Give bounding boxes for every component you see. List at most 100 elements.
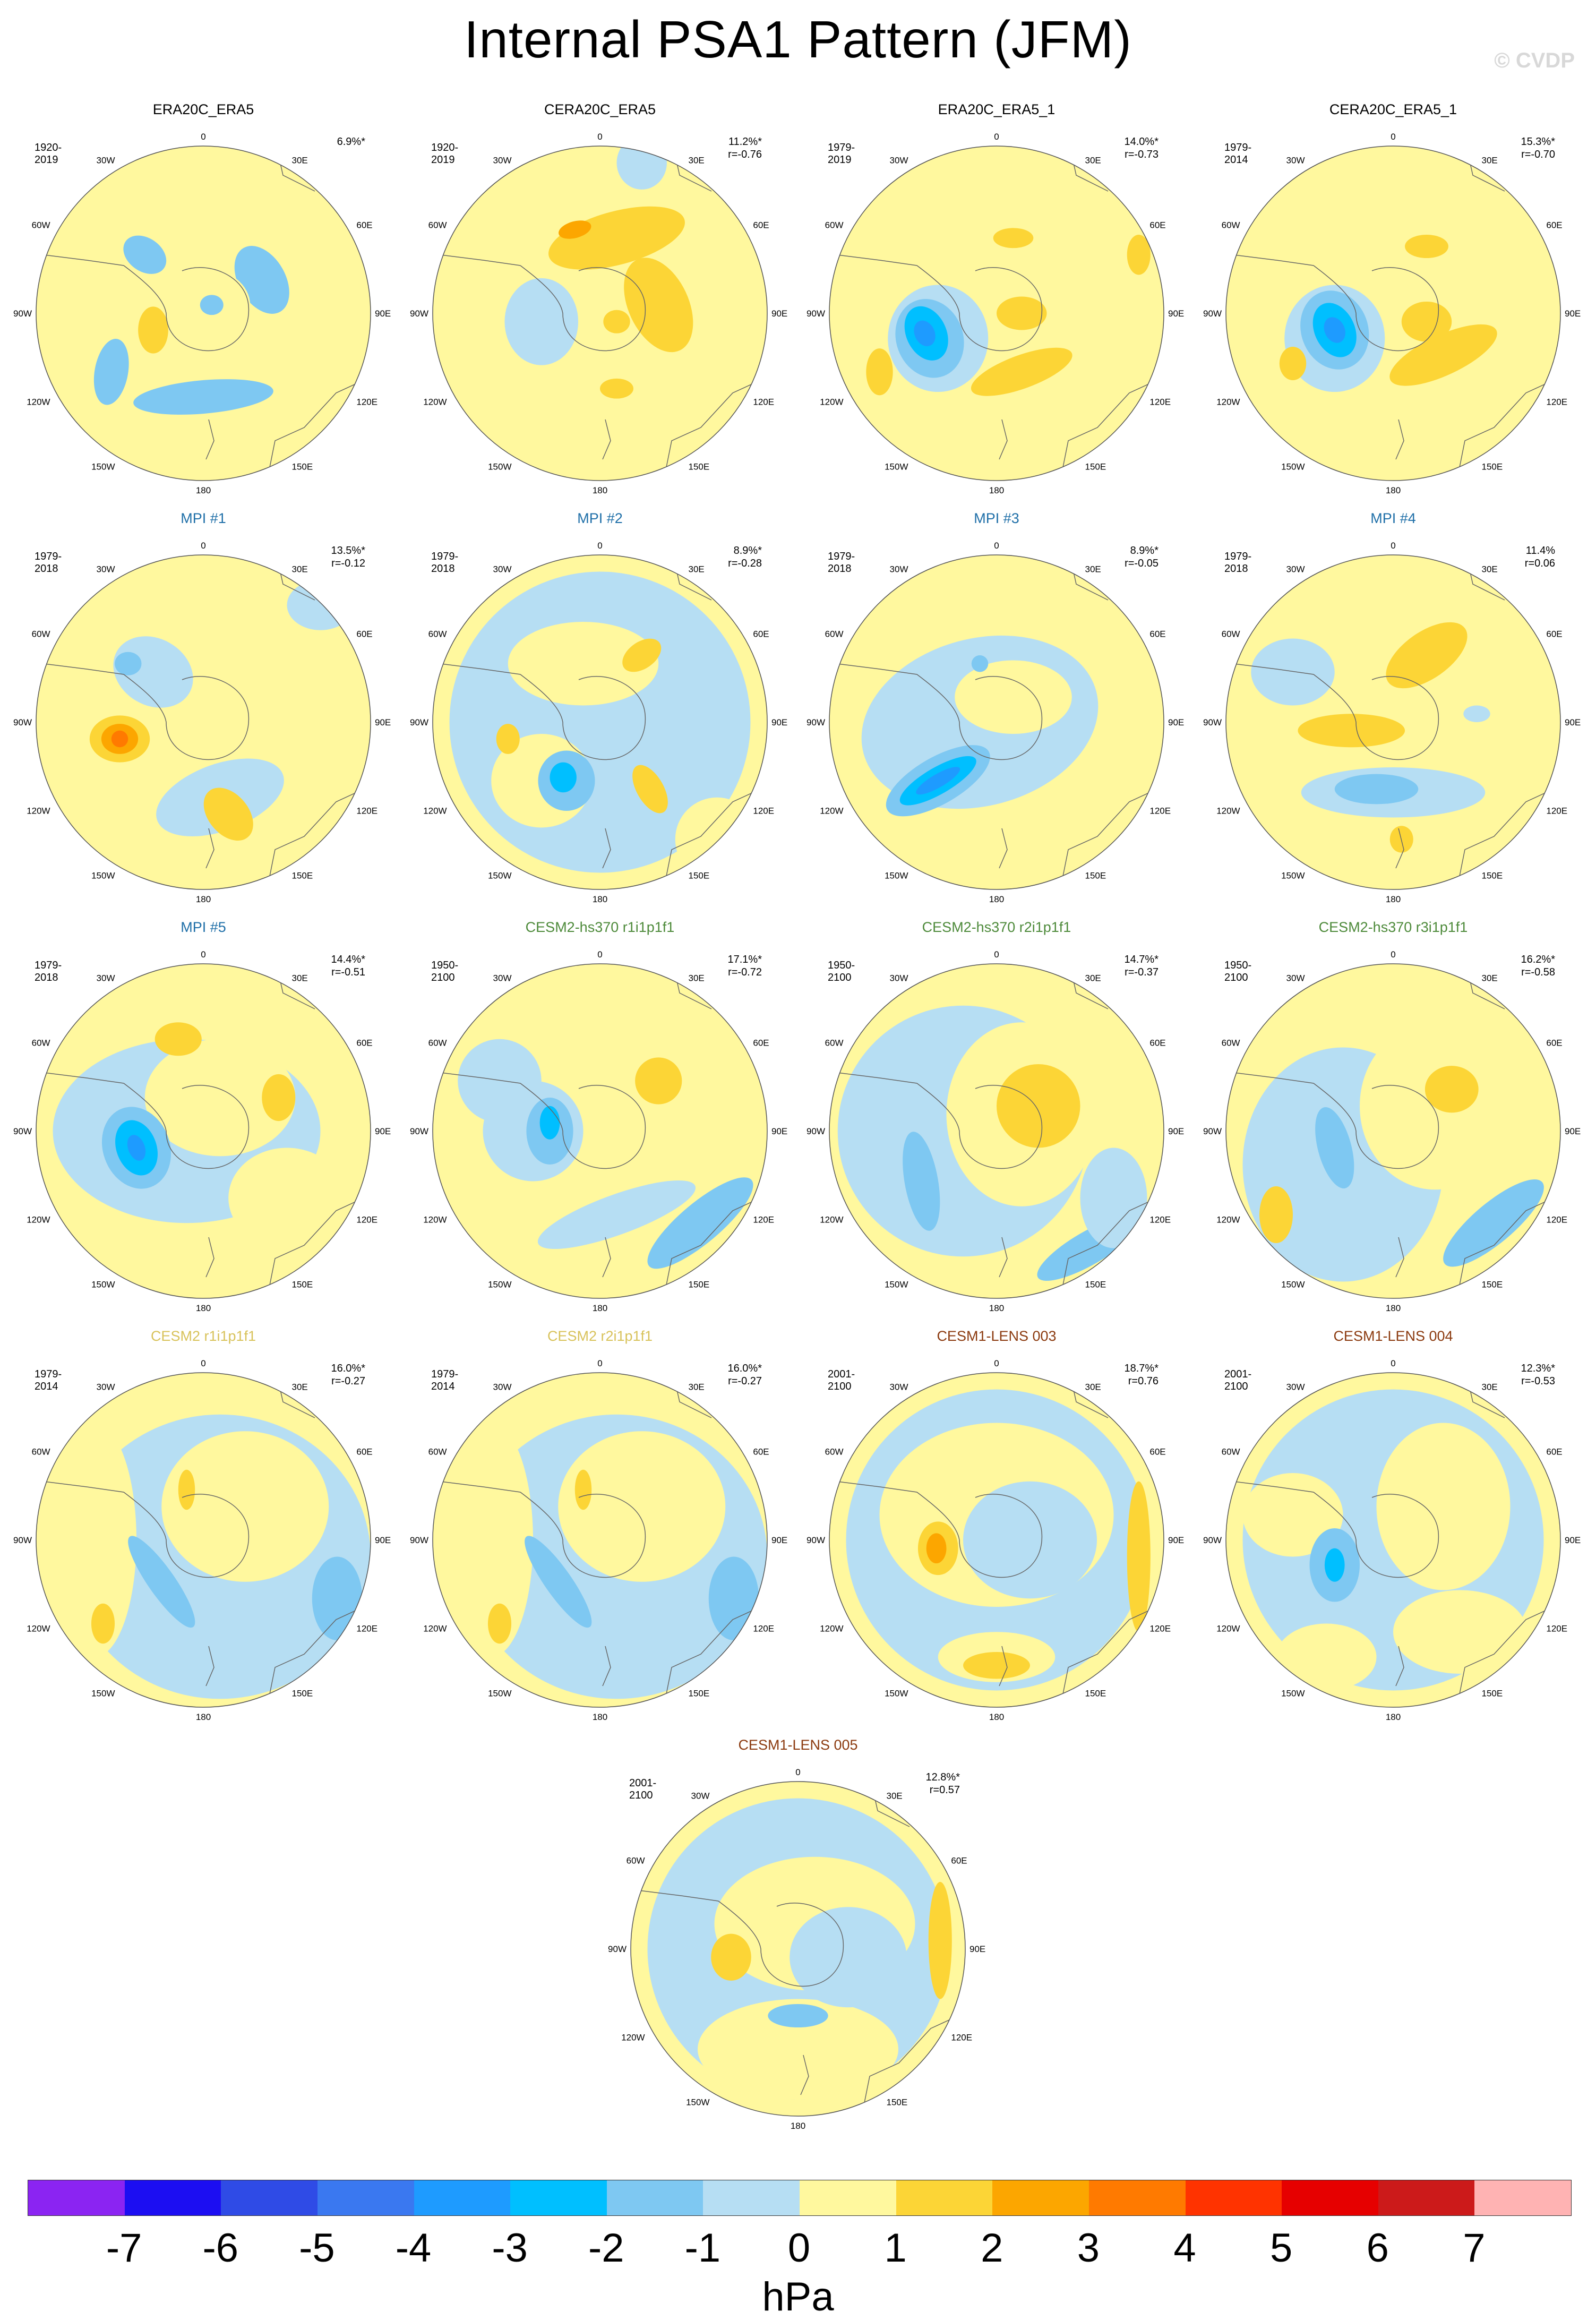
pattern-correlation: r=-0.12 xyxy=(331,558,365,569)
longitude-label: 30W xyxy=(1286,564,1305,575)
longitude-label: 180 xyxy=(196,485,211,495)
longitude-label: 60W xyxy=(825,220,844,230)
antarctica-coastline xyxy=(916,674,1043,760)
anomaly-contour xyxy=(138,306,168,354)
pattern-correlation: r=-0.37 xyxy=(1125,966,1159,978)
anomaly-contour xyxy=(635,1057,682,1105)
longitude-label: 150E xyxy=(1085,1279,1106,1289)
longitude-label: 90E xyxy=(771,717,787,727)
longitude-label: 150W xyxy=(488,1279,511,1289)
south-america-coastline xyxy=(1233,254,1314,266)
anomaly-contour xyxy=(930,213,1097,313)
longitude-label: 150E xyxy=(689,1279,710,1289)
map-background xyxy=(433,146,767,481)
longitude-label: 120E xyxy=(356,806,377,816)
australia-coastline xyxy=(1456,785,1560,889)
longitude-label: 90E xyxy=(1168,1535,1184,1545)
longitude-label: 60E xyxy=(1149,220,1165,230)
longitude-label: 60E xyxy=(951,1856,967,1866)
longitude-label: 120W xyxy=(423,1215,447,1225)
anomaly-contour xyxy=(144,1039,296,1157)
map-boundary xyxy=(1225,145,1561,481)
variance-percent: 15.3%* xyxy=(1521,136,1556,148)
anomaly-contour xyxy=(993,228,1034,249)
anomaly-contour xyxy=(504,278,579,365)
longitude-label: 90W xyxy=(410,1126,428,1136)
colorbar-cell xyxy=(992,2180,1089,2215)
longitude-label: 60E xyxy=(356,1038,372,1048)
pattern-correlation: r=-0.58 xyxy=(1521,966,1555,978)
longitude-label: 60W xyxy=(825,1447,844,1457)
map-boundary xyxy=(36,963,371,1299)
anomaly-contour xyxy=(866,348,893,396)
variance-percent: 6.9%* xyxy=(337,136,365,148)
colorbar-cell xyxy=(221,2180,318,2215)
pattern-correlation: r=-0.76 xyxy=(728,149,762,160)
antarctica-coastline xyxy=(718,1900,844,1987)
longitude-label: 120W xyxy=(1216,1624,1240,1634)
longitude-label: 120W xyxy=(1216,1215,1240,1225)
panel-stats: 6.9%* xyxy=(280,135,365,148)
colorbar-cell xyxy=(703,2180,800,2215)
colorbar-tick-label: -6 xyxy=(202,2225,239,2271)
longitude-label: 120E xyxy=(753,806,774,816)
polar-map: 0 30E 60E 90E 120E 150E 180 150W 120W 90W 60W 30W xyxy=(806,1358,1184,1722)
australia-coastline xyxy=(1060,1194,1164,1298)
map-boundary xyxy=(432,963,768,1299)
longitude-label: 180 xyxy=(791,2121,805,2131)
longitude-label: 120E xyxy=(356,1624,377,1634)
longitude-label: 60W xyxy=(428,220,447,230)
south-america-coastline xyxy=(44,254,124,266)
variance-percent: 16.2%* xyxy=(1521,954,1556,965)
longitude-label: 90W xyxy=(1203,309,1222,319)
longitude-label: 150W xyxy=(1281,1279,1305,1289)
longitude-label: 120W xyxy=(621,2033,645,2043)
variance-percent: 11.2%* xyxy=(728,136,762,148)
anomaly-contour xyxy=(928,1882,952,1999)
polar-map: 0 30E 60E 90E 120E 150E 180 150W 120W 90W 60W 30W xyxy=(410,949,787,1313)
longitude-label: 30E xyxy=(1482,973,1498,983)
longitude-label: 180 xyxy=(989,894,1004,904)
panel-title: MPI #5 xyxy=(181,919,226,935)
colorbar-cell xyxy=(1378,2180,1475,2215)
antarctica-coastline xyxy=(1313,1492,1439,1578)
pattern-correlation: r=-0.73 xyxy=(1125,149,1159,160)
panel-stats: 12.8%* r=0.57 xyxy=(875,1771,960,1796)
longitude-label: 30W xyxy=(890,973,908,983)
longitude-label: 90W xyxy=(1203,717,1222,727)
longitude-label: 180 xyxy=(593,894,607,904)
panel-stats: 16.0%* r=-0.27 xyxy=(677,1362,762,1388)
anomaly-contour xyxy=(603,310,630,333)
panel-title: MPI #3 xyxy=(974,510,1019,526)
figure-title: Internal PSA1 Pattern (JFM) xyxy=(464,10,1132,69)
colorbar-cell xyxy=(1185,2180,1282,2215)
longitude-label: 0 xyxy=(994,132,999,142)
longitude-label: 0 xyxy=(994,541,999,551)
australia-coastline xyxy=(267,1603,371,1707)
new-zealand-coastline xyxy=(1395,1646,1404,1687)
variance-percent: 13.5%* xyxy=(331,545,366,557)
polar-map: 0 30E 60E 90E 120E 150E 180 150W 120W 90W 60W 30W xyxy=(13,949,391,1313)
panel-stats: 14.7%* r=-0.37 xyxy=(1074,953,1159,979)
longitude-label: 90W xyxy=(13,1535,32,1545)
longitude-label: 150E xyxy=(689,1688,710,1698)
polar-map: 0 30E 60E 90E 120E 150E 180 150W 120W 90W 60W 30W xyxy=(13,1358,391,1722)
longitude-label: 180 xyxy=(1386,894,1401,904)
pattern-correlation: r=-0.05 xyxy=(1125,558,1159,569)
antarctica-coastline xyxy=(520,1492,646,1578)
australia-coastline xyxy=(861,2012,965,2116)
anomaly-contour xyxy=(111,730,128,748)
antarctica-coastline xyxy=(1313,265,1439,352)
panel-title: ERA20C_ERA5 xyxy=(152,101,254,117)
pattern-correlation: r=-0.28 xyxy=(728,558,762,569)
map-boundary xyxy=(1225,1372,1561,1708)
longitude-label: 120E xyxy=(356,397,377,407)
longitude-label: 90W xyxy=(608,1944,627,1954)
longitude-label: 60E xyxy=(753,1038,769,1048)
longitude-label: 150W xyxy=(885,1279,908,1289)
longitude-label: 30E xyxy=(1482,1382,1498,1392)
anomaly-contour xyxy=(1326,213,1494,313)
longitude-label: 60W xyxy=(1222,220,1240,230)
anomaly-contour xyxy=(1242,1473,1343,1557)
anomaly-contour xyxy=(971,347,1072,396)
